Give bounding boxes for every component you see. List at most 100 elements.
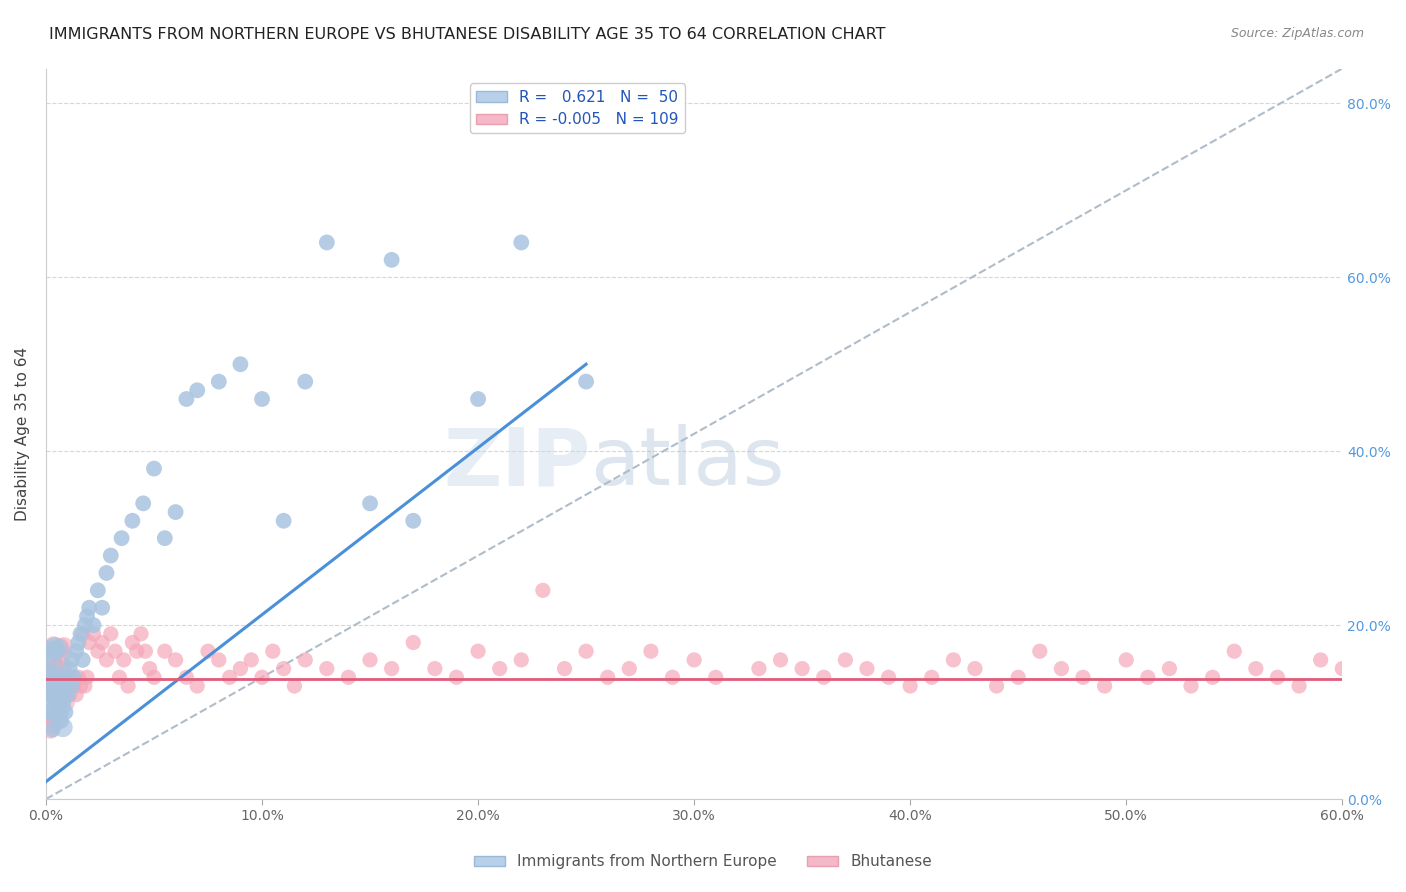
Point (792, 662, 814, 676)
Point (60, 653, 83, 667)
Point (683, 653, 706, 667)
Point (165, 653, 187, 667)
Legend: R =   0.621   N =  50, R = -0.005   N = 109: R = 0.621 N = 50, R = -0.005 N = 109 (470, 84, 685, 133)
Point (46, 694, 69, 708)
Point (42, 648, 65, 663)
Point (381, 252, 404, 267)
Point (37, 679, 59, 693)
Point (52, 697, 75, 711)
Point (56, 679, 79, 693)
Point (37, 665, 59, 679)
Point (39, 723, 62, 737)
Point (315, 662, 337, 676)
Point (856, 662, 879, 676)
Point (186, 384, 208, 398)
Point (229, 357, 252, 371)
Point (704, 670, 727, 684)
Point (1071, 670, 1094, 684)
Point (49, 679, 72, 693)
Point (53, 640, 76, 654)
Point (446, 670, 468, 684)
Point (117, 679, 139, 693)
Point (262, 644, 284, 658)
Point (42, 661, 65, 675)
Point (77, 600, 100, 615)
Point (488, 662, 510, 676)
Point (921, 670, 943, 684)
Point (1374, 679, 1396, 693)
Point (72, 653, 94, 667)
Point (45, 697, 67, 711)
Point (39, 688, 62, 702)
Point (100, 549, 122, 563)
Point (48, 692, 70, 706)
Point (510, 235, 533, 250)
Point (65, 688, 87, 702)
Point (153, 644, 176, 658)
Point (294, 375, 316, 389)
Point (87, 583, 110, 598)
Point (112, 653, 135, 667)
Point (44, 643, 66, 657)
Point (42, 662, 65, 676)
Legend: Immigrants from Northern Europe, Bhutanese: Immigrants from Northern Europe, Bhutane… (468, 848, 938, 875)
Point (60, 679, 83, 693)
Point (96, 653, 118, 667)
Point (42, 718, 65, 732)
Point (96, 566, 118, 580)
Point (1331, 662, 1354, 676)
Point (73, 618, 96, 632)
Point (640, 644, 662, 658)
Point (1288, 679, 1310, 693)
Text: Source: ZipAtlas.com: Source: ZipAtlas.com (1230, 27, 1364, 40)
Point (44, 710, 66, 724)
Point (834, 653, 856, 667)
Point (91, 600, 114, 615)
Point (176, 670, 198, 684)
Point (963, 662, 986, 676)
Point (44, 680, 66, 694)
Point (42, 683, 65, 698)
Point (218, 670, 240, 684)
Point (52, 688, 75, 702)
Point (44, 670, 66, 684)
Point (45, 677, 67, 691)
Point (283, 679, 305, 693)
Point (273, 514, 295, 528)
Point (42, 639, 65, 653)
Point (1201, 670, 1223, 684)
Point (76, 609, 98, 624)
Point (48, 705, 70, 719)
Point (39, 688, 62, 702)
Point (1353, 670, 1375, 684)
Point (1267, 670, 1289, 684)
Point (813, 670, 835, 684)
Point (877, 670, 900, 684)
Point (1180, 679, 1202, 693)
Point (423, 662, 446, 676)
Point (44, 697, 66, 711)
Point (1244, 662, 1267, 676)
Point (48, 670, 70, 684)
Point (176, 392, 198, 406)
Point (52, 663, 75, 677)
Point (108, 670, 131, 684)
Point (51, 649, 73, 664)
Point (72, 627, 94, 641)
Point (44, 679, 66, 693)
Point (110, 531, 132, 545)
Point (49, 688, 72, 702)
Point (48, 641, 70, 656)
Point (49, 640, 72, 655)
Point (143, 461, 166, 475)
Point (41, 671, 63, 685)
Point (55, 670, 77, 684)
Point (359, 496, 381, 510)
Point (48, 704, 70, 718)
Point (77, 635, 100, 649)
Text: ZIP: ZIP (443, 424, 591, 502)
Y-axis label: Disability Age 35 to 64: Disability Age 35 to 64 (15, 347, 30, 521)
Point (121, 514, 143, 528)
Point (37, 702, 59, 716)
Point (208, 375, 231, 389)
